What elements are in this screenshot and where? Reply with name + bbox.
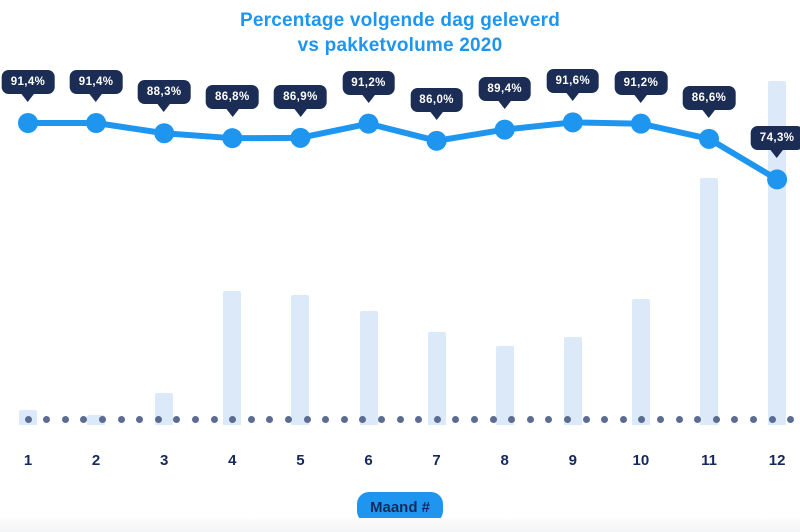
volume-bar [768,81,787,425]
baseline-dot [191,415,199,423]
volume-bar [87,415,106,425]
baseline-dot [61,415,69,423]
baseline-dot [508,415,516,423]
trend-line [25,119,781,183]
volume-bar [359,311,378,425]
baseline-dot [340,415,348,423]
data-point [494,119,515,140]
baseline-dot [489,415,497,423]
baseline-dot [396,415,404,423]
x-axis-title: Maand # [369,499,431,516]
baseline-dot [173,415,181,423]
baseline-dot [210,415,218,423]
baseline-dot [247,415,255,423]
data-label-tooltip: 91,6% [546,69,600,94]
volume-bar [291,294,310,425]
baseline-dot [80,415,88,423]
data-point [18,113,38,133]
x-axis-label: 12 [768,452,786,469]
data-label-tooltip: 86,0% [410,87,463,112]
baseline-dot [359,415,367,423]
data-label-tooltip: 89,4% [478,76,531,101]
x-axis-title-pill: Maand # [356,492,444,523]
baseline-dot [712,415,720,423]
baseline-dot [229,415,237,423]
baseline-dot [787,415,795,423]
baseline-dot [582,415,590,423]
data-point [86,113,107,133]
data-point [767,169,788,190]
baseline-dot [433,415,441,423]
data-label-tooltip: 91,2% [342,70,395,95]
data-label-tooltip: 91,2% [614,70,668,95]
x-axis-label: 6 [364,452,373,469]
baseline-dot [24,415,32,423]
chart-title: Percentage volgende dag geleverd vs pakk… [0,8,800,58]
baseline-dot [694,415,702,423]
baseline-dot [656,415,664,423]
baseline-dot [545,415,553,423]
x-axis-label: 10 [632,452,650,469]
chart-title-line2: vs pakketvolume 2020 [297,35,503,56]
data-point [562,112,583,133]
baseline-dot [601,415,609,423]
volume-bar [700,178,718,425]
volume-bar [427,332,446,425]
x-axis-label: 3 [160,452,169,469]
volume-bar [223,290,242,425]
baseline-dot [452,415,460,423]
data-label-tooltip: 91,4% [1,70,55,94]
baseline-dot [638,415,646,423]
baseline-dot [303,415,311,423]
data-label-tooltip: 86,8% [205,85,259,110]
x-axis-label: 8 [500,452,509,469]
data-point [426,130,447,151]
chart-title-line1: Percentage volgende dag geleverd [239,10,560,31]
baseline-dot [377,415,385,423]
baseline-dot [43,415,51,423]
baseline-dot [136,415,144,423]
volume-bar [563,336,582,425]
baseline-dot [749,415,757,423]
baseline-dot [322,415,330,423]
volume-bar [631,299,650,425]
baseline-dot [675,415,683,423]
data-point [358,113,379,134]
baseline-dot [117,415,125,423]
data-label-tooltip: 86,9% [274,84,327,109]
baseline-dot [731,415,739,423]
bottom-strip [0,518,800,532]
x-axis-label: 2 [91,452,101,469]
x-axis-label: 5 [296,452,305,469]
baseline-dot [266,415,274,423]
volume-bar [495,345,514,425]
data-point [222,128,243,149]
data-label-tooltip: 91,4% [69,70,123,94]
baseline-dot [768,415,776,423]
data-label-tooltip: 86,6% [682,85,736,110]
x-axis-label: 11 [701,452,717,469]
baseline-dot [415,415,423,423]
x-axis-label: 9 [568,452,577,469]
data-point [154,123,175,144]
baseline-dot [284,415,292,423]
data-point [630,113,651,134]
baseline-dot [563,415,571,423]
x-axis-label: 1 [23,452,33,469]
data-label-tooltip: 88,3% [137,80,191,105]
baseline-dot [154,415,162,423]
baseline-dot [470,415,478,423]
data-point [290,127,311,148]
x-axis-label: 7 [432,452,441,469]
data-label-tooltip: 74,3% [750,126,800,151]
baseline-dot [619,415,627,423]
x-axis-label: 4 [228,452,237,469]
baseline-dot [98,415,106,423]
data-point [699,128,719,149]
baseline-dot [526,415,534,423]
